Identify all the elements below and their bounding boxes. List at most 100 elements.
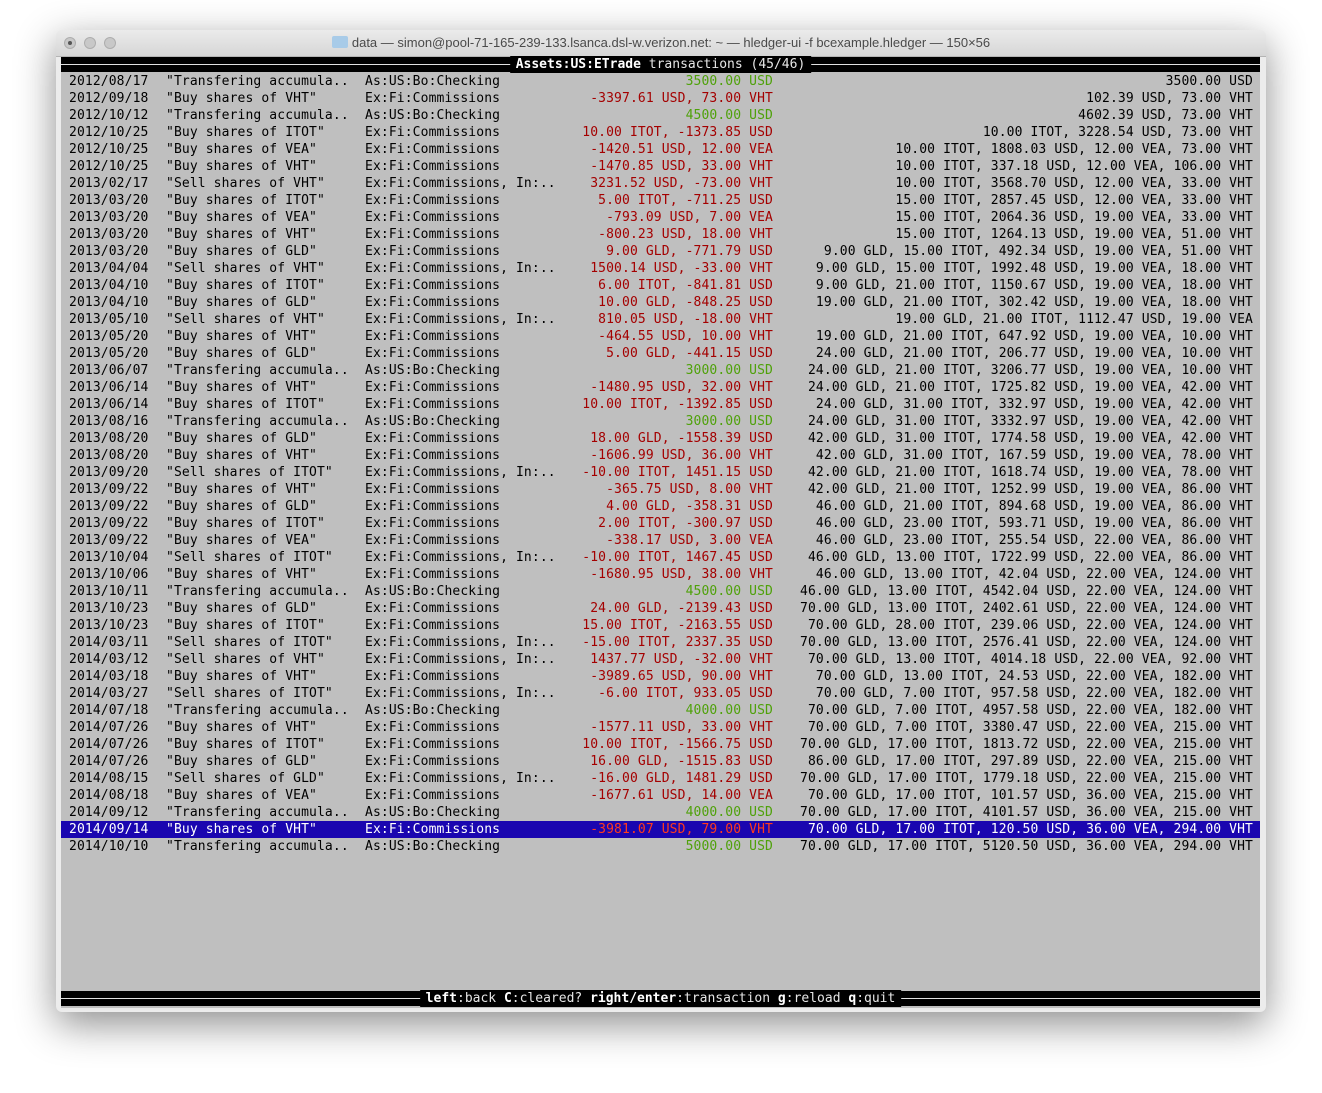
date-cell: 2013/09/20 — [69, 465, 149, 480]
transaction-row[interactable]: 2012/10/25 "Buy shares of VHT" Ex:Fi:Commi… — [61, 158, 1260, 175]
amount-cell: -793.09 USD, 7.00 VEA — [606, 210, 773, 225]
transaction-row[interactable]: 2013/03/20 "Buy shares of VEA" Ex:Fi:Commi… — [61, 209, 1260, 226]
transaction-row[interactable]: 2013/09/20 "Sell shares of ITOT" Ex:Fi:Com… — [61, 464, 1260, 481]
transaction-row[interactable]: 2014/08/18 "Buy shares of VEA" Ex:Fi:Commi… — [61, 787, 1260, 804]
transaction-row[interactable]: 2014/10/10 "Transfering accumula.. As:US:B… — [61, 838, 1260, 855]
transaction-row[interactable]: 2014/07/26 "Buy shares of ITOT" Ex:Fi:Comm… — [61, 736, 1260, 753]
amount-cell: 4500.00 USD — [685, 108, 773, 123]
transaction-row[interactable]: 2012/10/25 "Buy shares of VEA" Ex:Fi:Commi… — [61, 141, 1260, 158]
description-cell: "Transfering accumula.. — [166, 74, 349, 89]
amount-cell: -1480.95 USD, 32.00 VHT — [590, 380, 773, 395]
transaction-row[interactable]: 2012/10/12 "Transfering accumula.. As:US:B… — [61, 107, 1260, 124]
transaction-row[interactable]: 2013/03/20 "Buy shares of ITOT" Ex:Fi:Comm… — [61, 192, 1260, 209]
transaction-row[interactable]: 2013/10/04 "Sell shares of ITOT" Ex:Fi:Com… — [61, 549, 1260, 566]
date-cell: 2012/08/17 — [69, 74, 149, 89]
balance-cell: 19.00 GLD, 21.00 ITOT, 1112.47 USD, 19.0… — [895, 312, 1253, 327]
transaction-row[interactable]: 2013/06/07 "Transfering accumula.. As:US:B… — [61, 362, 1260, 379]
amount-cell: 15.00 ITOT, -2163.55 USD — [582, 618, 773, 633]
amount-cell: -10.00 ITOT, 1467.45 USD — [582, 550, 773, 565]
transaction-row[interactable]: 2013/09/22 "Buy shares of VHT" Ex:Fi:Commi… — [61, 481, 1260, 498]
amount-cell: 810.05 USD, -18.00 VHT — [598, 312, 773, 327]
transaction-row[interactable]: 2013/10/06 "Buy shares of VHT" Ex:Fi:Commi… — [61, 566, 1260, 583]
account-cell: Ex:Fi:Commissions — [365, 193, 501, 208]
transaction-row[interactable]: 2013/05/10 "Sell shares of VHT" Ex:Fi:Comm… — [61, 311, 1260, 328]
transaction-row[interactable]: 2013/08/20 "Buy shares of GLD" Ex:Fi:Commi… — [61, 430, 1260, 447]
account-cell: Ex:Fi:Commissions — [365, 125, 501, 140]
transaction-row[interactable]: 2014/08/15 "Sell shares of GLD" Ex:Fi:Comm… — [61, 770, 1260, 787]
description-cell: "Buy shares of VHT" — [166, 482, 317, 497]
transaction-row[interactable]: 2013/09/22 "Buy shares of VEA" Ex:Fi:Commi… — [61, 532, 1260, 549]
transaction-row[interactable]: 2013/10/11 "Transfering accumula.. As:US:B… — [61, 583, 1260, 600]
transaction-row[interactable]: 2013/03/20 "Buy shares of GLD" Ex:Fi:Commi… — [61, 243, 1260, 260]
transaction-row[interactable]: 2013/10/23 "Buy shares of GLD" Ex:Fi:Commi… — [61, 600, 1260, 617]
key-separator: : — [676, 991, 684, 1006]
description-cell: "Buy shares of VHT" — [166, 669, 317, 684]
balance-cell: 10.00 ITOT, 3568.70 USD, 12.00 VEA, 33.0… — [895, 176, 1253, 191]
amount-cell: 10.00 ITOT, -1392.85 USD — [582, 397, 773, 412]
transaction-row[interactable]: 2013/06/14 "Buy shares of VHT" Ex:Fi:Commi… — [61, 379, 1260, 396]
account-cell: As:US:Bo:Checking — [365, 839, 501, 854]
transaction-row[interactable]: 2014/03/12 "Sell shares of VHT" Ex:Fi:Comm… — [61, 651, 1260, 668]
transaction-row[interactable]: 2014/03/11 "Sell shares of ITOT" Ex:Fi:Com… — [61, 634, 1260, 651]
transaction-row[interactable]: 2014/07/26 "Buy shares of VHT" Ex:Fi:Commi… — [61, 719, 1260, 736]
date-cell: 2013/05/20 — [69, 329, 149, 344]
amount-cell: 3000.00 USD — [685, 414, 773, 429]
transaction-row-selected[interactable]: 2014/09/14 "Buy shares of VHT" Ex:Fi:Commi… — [61, 821, 1260, 838]
balance-cell: 70.00 GLD, 17.00 ITOT, 1779.18 USD, 22.0… — [800, 771, 1253, 786]
amount-cell: -338.17 USD, 3.00 VEA — [606, 533, 773, 548]
transaction-row[interactable]: 2013/05/20 "Buy shares of VHT" Ex:Fi:Commi… — [61, 328, 1260, 345]
close-button[interactable] — [64, 37, 76, 49]
description-cell: "Buy shares of VHT" — [166, 159, 317, 174]
description-cell: "Sell shares of VHT" — [166, 652, 325, 667]
description-cell: "Buy shares of ITOT" — [166, 193, 325, 208]
balance-cell: 102.39 USD, 73.00 VHT — [1086, 91, 1253, 106]
transaction-row[interactable]: 2012/08/17 "Transfering accumula.. As:US:B… — [61, 73, 1260, 90]
transaction-row[interactable]: 2013/04/10 "Buy shares of GLD" Ex:Fi:Commi… — [61, 294, 1260, 311]
transaction-row[interactable]: 2013/06/14 "Buy shares of ITOT" Ex:Fi:Comm… — [61, 396, 1260, 413]
amount-cell: -1680.95 USD, 38.00 VHT — [590, 567, 773, 582]
balance-cell: 46.00 GLD, 23.00 ITOT, 255.54 USD, 22.00… — [815, 533, 1253, 548]
transaction-row[interactable]: 2013/10/23 "Buy shares of ITOT" Ex:Fi:Comm… — [61, 617, 1260, 634]
transaction-row[interactable]: 2013/09/22 "Buy shares of GLD" Ex:Fi:Commi… — [61, 498, 1260, 515]
account-cell: Ex:Fi:Commissions — [365, 822, 501, 837]
transaction-row[interactable]: 2014/03/18 "Buy shares of VHT" Ex:Fi:Commi… — [61, 668, 1260, 685]
transaction-row[interactable]: 2013/04/04 "Sell shares of VHT" Ex:Fi:Comm… — [61, 260, 1260, 277]
account-cell: As:US:Bo:Checking — [365, 584, 501, 599]
transaction-row[interactable]: 2014/07/18 "Transfering accumula.. As:US:B… — [61, 702, 1260, 719]
description-cell: "Buy shares of VHT" — [166, 380, 317, 395]
balance-cell: 9.00 GLD, 15.00 ITOT, 1992.48 USD, 19.00… — [815, 261, 1253, 276]
transaction-row[interactable]: 2013/08/20 "Buy shares of VHT" Ex:Fi:Commi… — [61, 447, 1260, 464]
date-cell: 2014/08/18 — [69, 788, 149, 803]
zoom-button[interactable] — [104, 37, 116, 49]
balance-cell: 24.00 GLD, 21.00 ITOT, 1725.82 USD, 19.0… — [807, 380, 1253, 395]
account-cell: Ex:Fi:Commissions — [365, 227, 501, 242]
transaction-row[interactable]: 2013/03/20 "Buy shares of VHT" Ex:Fi:Commi… — [61, 226, 1260, 243]
transaction-list[interactable]: 2012/08/17 "Transfering accumula.. As:US:B… — [61, 73, 1260, 855]
transaction-row[interactable]: 2012/09/18 "Buy shares of VHT" Ex:Fi:Commi… — [61, 90, 1260, 107]
amount-cell: -1577.11 USD, 33.00 VHT — [590, 720, 773, 735]
transaction-row[interactable]: 2012/10/25 "Buy shares of ITOT" Ex:Fi:Comm… — [61, 124, 1260, 141]
description-cell: "Buy shares of ITOT" — [166, 125, 325, 140]
description-cell: "Transfering accumula.. — [166, 414, 349, 429]
transaction-row[interactable]: 2013/02/17 "Sell shares of VHT" Ex:Fi:Comm… — [61, 175, 1260, 192]
key-name: right/enter — [590, 991, 677, 1006]
amount-cell: 10.00 ITOT, -1373.85 USD — [582, 125, 773, 140]
description-cell: "Buy shares of VEA" — [166, 788, 317, 803]
balance-cell: 46.00 GLD, 21.00 ITOT, 894.68 USD, 19.00… — [815, 499, 1253, 514]
transaction-row[interactable]: 2014/03/27 "Sell shares of ITOT" Ex:Fi:Com… — [61, 685, 1260, 702]
transaction-row[interactable]: 2013/09/22 "Buy shares of ITOT" Ex:Fi:Comm… — [61, 515, 1260, 532]
account-cell: Ex:Fi:Commissions — [365, 754, 501, 769]
account-cell: Ex:Fi:Commissions, In:.. — [365, 261, 556, 276]
amount-cell: 4.00 GLD, -358.31 USD — [606, 499, 773, 514]
amount-cell: 10.00 ITOT, -1566.75 USD — [582, 737, 773, 752]
transaction-row[interactable]: 2013/04/10 "Buy shares of ITOT" Ex:Fi:Comm… — [61, 277, 1260, 294]
transaction-row[interactable]: 2013/08/16 "Transfering accumula.. As:US:B… — [61, 413, 1260, 430]
description-cell: "Sell shares of ITOT" — [166, 550, 333, 565]
transaction-row[interactable]: 2014/07/26 "Buy shares of GLD" Ex:Fi:Commi… — [61, 753, 1260, 770]
account-cell: Ex:Fi:Commissions — [365, 482, 501, 497]
description-cell: "Buy shares of VHT" — [166, 822, 317, 837]
minimize-button[interactable] — [84, 37, 96, 49]
transaction-row[interactable]: 2014/09/12 "Transfering accumula.. As:US:B… — [61, 804, 1260, 821]
terminal-area[interactable]: Assets:US:ETrade transactions (45/46) 20… — [61, 56, 1260, 1008]
transaction-row[interactable]: 2013/05/20 "Buy shares of GLD" Ex:Fi:Commi… — [61, 345, 1260, 362]
